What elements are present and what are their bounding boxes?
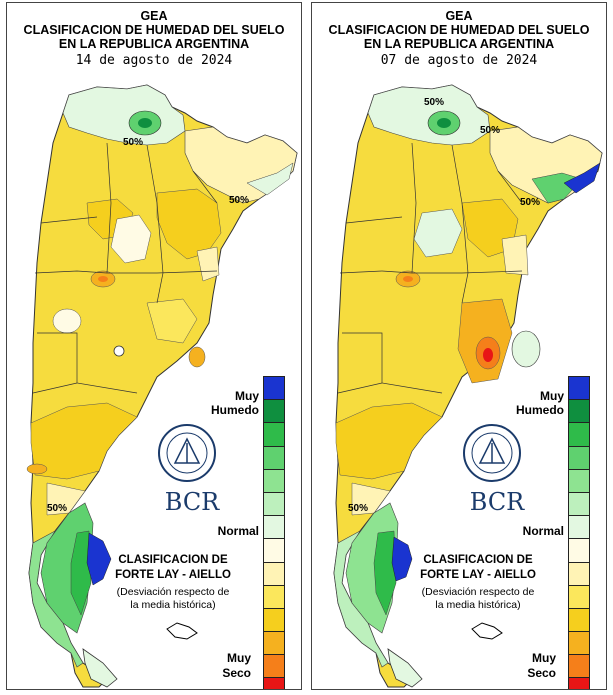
- legend-swatch: [263, 631, 285, 656]
- argentina-moisture-map: [26, 84, 298, 688]
- legend-swatch: [263, 654, 285, 679]
- legend-swatch: [568, 677, 590, 689]
- contour-label: 50%: [424, 97, 445, 108]
- bcr-seal-logo: BOLSA DE COMERCIO DE ROSARIO: [463, 424, 521, 482]
- argentina-moisture-map: [333, 84, 603, 688]
- legend-swatch: [263, 584, 285, 609]
- wet-patch: [391, 536, 413, 582]
- legend-swatch: [263, 445, 285, 470]
- map-title-line2: EN LA REPUBLICA ARGENTINA: [58, 37, 250, 51]
- legend-dry-label-2: Seco: [222, 666, 251, 680]
- map-title-line2: EN LA REPUBLICA ARGENTINA: [363, 37, 555, 51]
- legend-normal-label: Normal: [522, 524, 564, 538]
- legend-swatch: [568, 491, 590, 517]
- legend-swatch: [263, 376, 285, 401]
- legend-color-scale: [263, 376, 285, 689]
- legend-swatch: [263, 561, 285, 586]
- legend-swatch: [568, 654, 590, 679]
- contour-label: 50%: [520, 197, 541, 208]
- legend-wet-label-1: Muy: [540, 389, 564, 403]
- legend-color-scale: [568, 376, 590, 689]
- legend-swatch: [568, 538, 590, 563]
- classification-title-1: CLASIFICACION DE: [118, 554, 228, 566]
- bcr-logo-text: BCR: [469, 488, 525, 516]
- map-title-line1: CLASIFICACION DE HUMEDAD DEL SUELO: [23, 23, 285, 37]
- legend-normal-label: Normal: [217, 524, 259, 538]
- legend-wet-label-2: Humedo: [516, 403, 564, 417]
- map-date: 07 de agosto de 2024: [380, 53, 538, 68]
- classification-note-2: la media histórica): [130, 599, 216, 611]
- legend-swatch: [263, 422, 285, 447]
- legend-wet-label-2: Humedo: [211, 403, 259, 417]
- bcr-seal-logo: BOLSA DE COMERCIO DE ROSARIO: [158, 424, 216, 482]
- legend-swatch: [263, 677, 285, 689]
- legend-wet-label-1: Muy: [235, 389, 259, 403]
- malvinas-islands: [471, 622, 503, 640]
- classification-title-2: FORTE LAY - AIELLO: [115, 569, 231, 581]
- classification-note-1: (Desviación respecto de: [116, 586, 230, 598]
- wet-patch: [86, 532, 112, 586]
- legend-swatch: [568, 399, 590, 424]
- classification-note-1: (Desviación respecto de: [421, 586, 535, 598]
- contour-label: 50%: [47, 503, 68, 514]
- classification-note-2: la media histórica): [435, 599, 521, 611]
- legend-dry-label-1: Muy: [227, 651, 251, 665]
- patagonia-humid-zone: [28, 530, 84, 668]
- classification-title-1: CLASIFICACION DE: [423, 554, 533, 566]
- legend-swatch: [568, 445, 590, 470]
- wet-patch: [563, 162, 601, 194]
- legend-swatch: [263, 399, 285, 424]
- map-panel-right: GEA CLASIFICACION DE HUMEDAD DEL SUELO E…: [311, 2, 607, 690]
- dry-zone-south: [335, 402, 443, 480]
- legend-swatch: [568, 422, 590, 447]
- legend-swatch: [568, 561, 590, 586]
- legend-swatch: [263, 607, 285, 633]
- org-label: GEA: [445, 9, 473, 23]
- legend-dry-label-1: Muy: [532, 651, 556, 665]
- north-humid-zone: [367, 84, 491, 146]
- contour-label: 50%: [123, 137, 144, 148]
- legend-swatch: [263, 468, 285, 493]
- patagonia-humid-zone: [333, 530, 389, 668]
- legend-swatch: [568, 376, 590, 401]
- contour-label: 50%: [348, 503, 369, 514]
- org-label: GEA: [140, 9, 168, 23]
- malvinas-islands: [166, 622, 198, 640]
- legend-swatch: [263, 491, 285, 517]
- legend-swatch: [568, 631, 590, 656]
- legend-dry-label-2: Seco: [527, 666, 556, 680]
- legend-swatch: [263, 538, 285, 563]
- legend-swatch: [263, 515, 285, 540]
- classification-title-2: FORTE LAY - AIELLO: [420, 569, 536, 581]
- legend-swatch: [568, 468, 590, 493]
- map-date: 14 de agosto de 2024: [75, 53, 233, 68]
- bcr-logo-text: BCR: [164, 488, 220, 516]
- legend-swatch: [568, 584, 590, 609]
- contour-label: 50%: [480, 125, 501, 136]
- contour-label: 50%: [229, 195, 250, 206]
- map-panel-left: GEA CLASIFICACION DE HUMEDAD DEL SUELO E…: [6, 2, 302, 690]
- map-title-line1: CLASIFICACION DE HUMEDAD DEL SUELO: [328, 23, 590, 37]
- legend-swatch: [568, 607, 590, 633]
- legend-swatch: [568, 515, 590, 540]
